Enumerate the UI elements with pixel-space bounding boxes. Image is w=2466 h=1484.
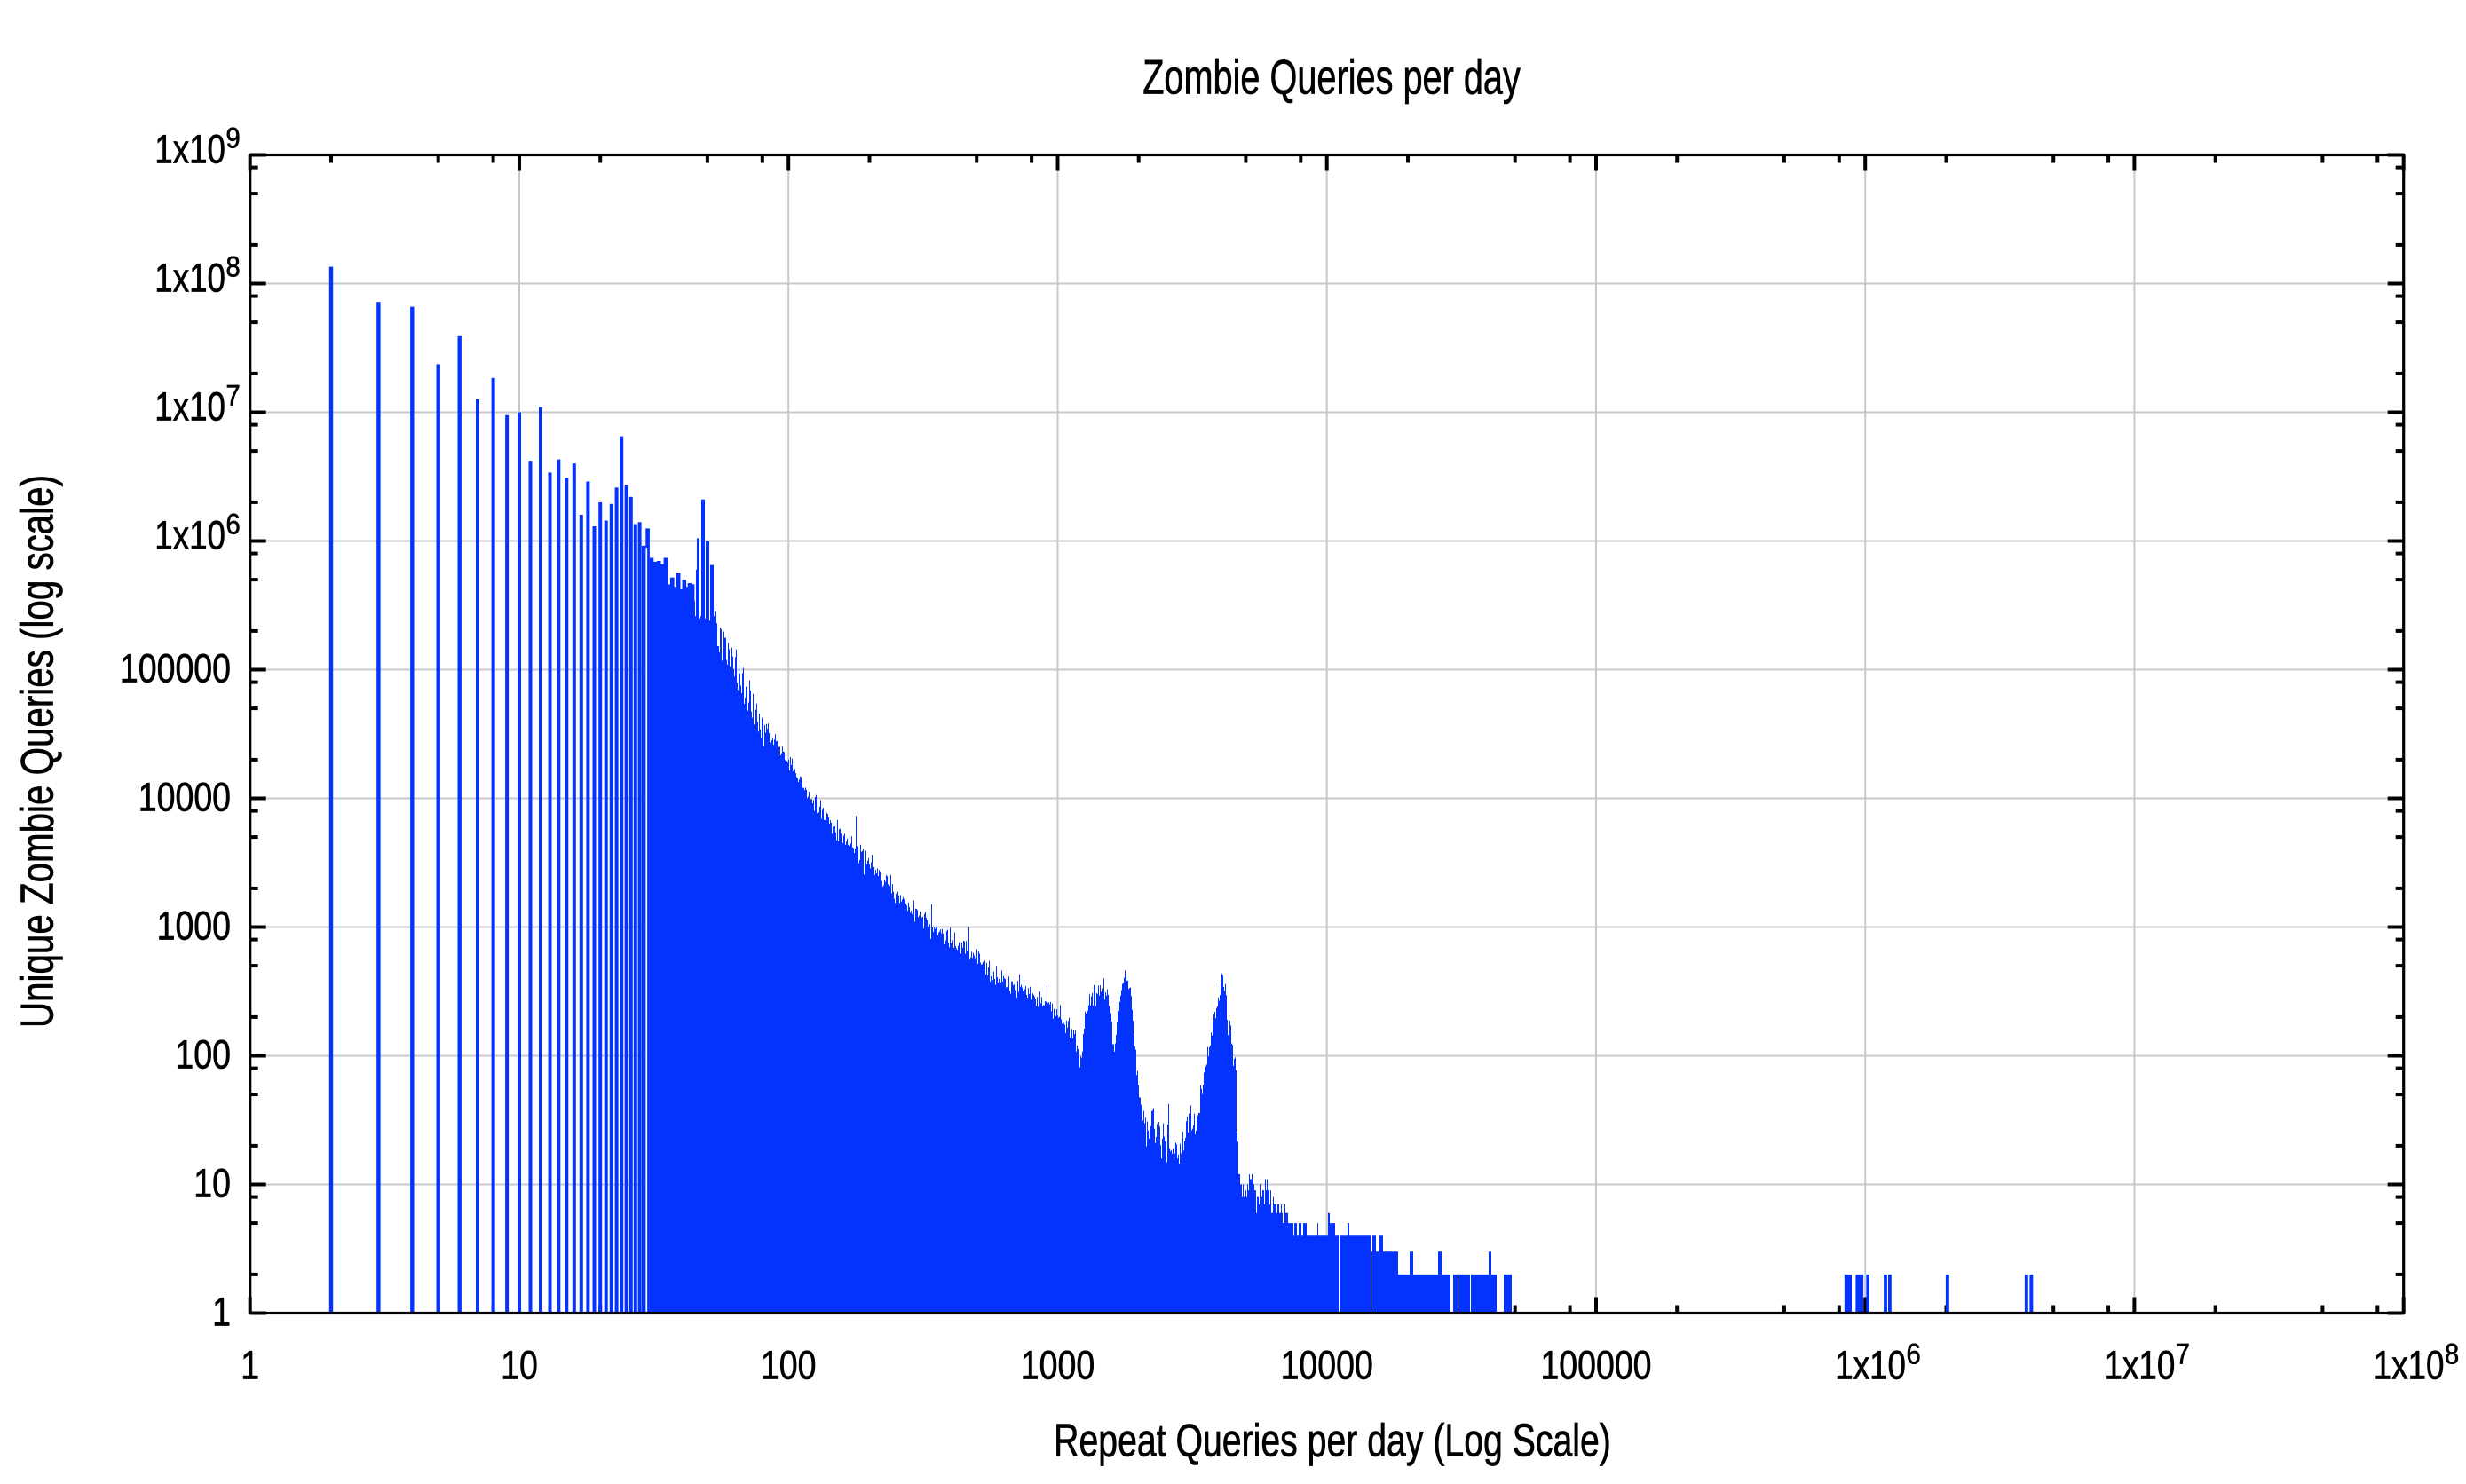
svg-text:1x10: 1x10 xyxy=(154,256,225,301)
svg-text:9: 9 xyxy=(226,122,241,154)
svg-text:Repeat Queries per day (Log Sc: Repeat Queries per day (Log Scale) xyxy=(1054,1416,1611,1467)
svg-text:6: 6 xyxy=(226,509,241,541)
svg-text:10: 10 xyxy=(501,1343,538,1388)
svg-text:1000: 1000 xyxy=(1021,1343,1095,1388)
svg-text:100: 100 xyxy=(761,1343,817,1388)
svg-text:1x10: 1x10 xyxy=(2374,1343,2445,1388)
svg-text:Zombie Queries per day: Zombie Queries per day xyxy=(1142,49,1521,104)
svg-text:7: 7 xyxy=(2176,1338,2190,1370)
svg-text:6: 6 xyxy=(1907,1338,1921,1370)
svg-text:1000: 1000 xyxy=(157,904,231,949)
svg-text:10000: 10000 xyxy=(1281,1343,1373,1388)
svg-text:8: 8 xyxy=(2445,1338,2459,1370)
svg-text:1x10: 1x10 xyxy=(1835,1343,1906,1388)
svg-text:100: 100 xyxy=(175,1032,231,1077)
svg-text:8: 8 xyxy=(226,251,241,283)
svg-text:1x10: 1x10 xyxy=(154,127,225,172)
svg-text:1x10: 1x10 xyxy=(154,513,225,558)
svg-text:1x10: 1x10 xyxy=(2105,1343,2176,1388)
svg-text:10: 10 xyxy=(194,1161,231,1206)
svg-text:100000: 100000 xyxy=(120,646,231,691)
svg-text:1x10: 1x10 xyxy=(154,384,225,430)
svg-text:1: 1 xyxy=(212,1290,231,1335)
svg-text:7: 7 xyxy=(226,380,241,412)
svg-text:Unique Zombie Queries (log sca: Unique Zombie Queries (log scale) xyxy=(12,475,64,1028)
svg-text:10000: 10000 xyxy=(138,775,231,820)
svg-text:100000: 100000 xyxy=(1540,1343,1651,1388)
svg-text:1: 1 xyxy=(241,1343,259,1388)
